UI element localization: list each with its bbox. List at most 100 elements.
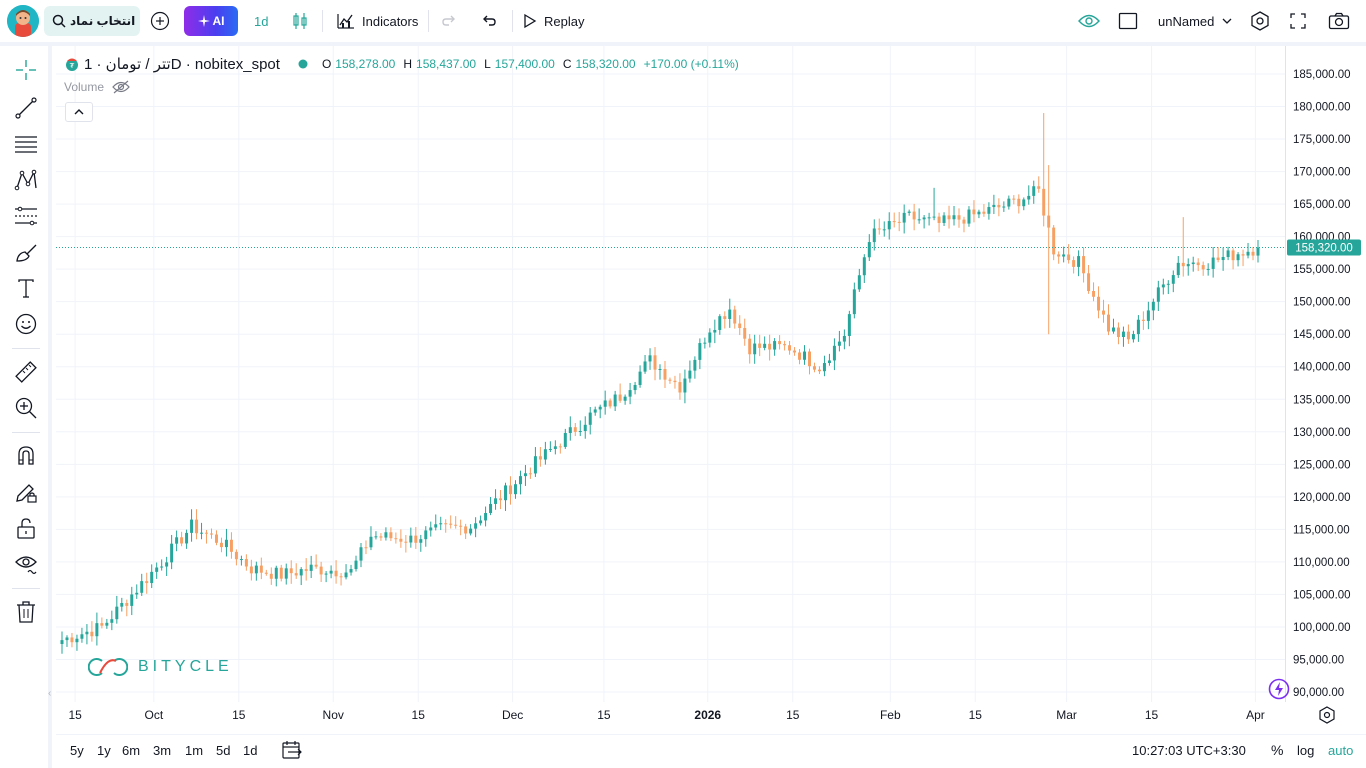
candle-body bbox=[160, 566, 164, 568]
toolbar-divider bbox=[512, 10, 513, 32]
zoom-tool[interactable] bbox=[12, 394, 40, 422]
candle-body bbox=[205, 532, 209, 534]
candle-body bbox=[1191, 262, 1195, 265]
candle-body bbox=[992, 204, 996, 208]
hide-drawings-tool[interactable] bbox=[12, 550, 40, 578]
candle-body bbox=[190, 519, 194, 533]
range-1d[interactable]: 1d bbox=[243, 743, 258, 758]
layout-name-button[interactable]: unNamed bbox=[1158, 6, 1232, 36]
time-axis[interactable]: 15 Oct 15 Nov 15 Dec 15 2026 15 Feb 15 Mar 15 Apr bbox=[56, 702, 1285, 728]
brush-tool[interactable] bbox=[12, 238, 40, 266]
range-1y[interactable]: 1y bbox=[97, 743, 111, 758]
lines-icon bbox=[15, 136, 37, 153]
layout-select-button[interactable] bbox=[1118, 6, 1138, 36]
symbol-title[interactable]: تتر / تومان · 1D · nobitex_spot bbox=[84, 56, 280, 73]
candle-body bbox=[409, 535, 413, 543]
symbol-search-button[interactable]: انتخاب نماد bbox=[44, 6, 140, 36]
settings-button[interactable] bbox=[1250, 6, 1270, 36]
pattern-tool[interactable] bbox=[12, 166, 40, 194]
price-chart[interactable] bbox=[56, 46, 1285, 702]
fibonacci-tool[interactable] bbox=[12, 202, 40, 230]
ai-button[interactable]: AI bbox=[184, 6, 238, 36]
candle-body bbox=[369, 536, 373, 548]
symbol-button-label: انتخاب نماد bbox=[70, 14, 136, 28]
candle-body bbox=[259, 565, 263, 573]
chart-type-button[interactable] bbox=[290, 6, 310, 36]
compare-symbol-button[interactable] bbox=[150, 6, 170, 36]
range-6m[interactable]: 6m bbox=[122, 743, 141, 758]
candle-body bbox=[987, 207, 991, 214]
remove-drawings-tool[interactable] bbox=[12, 598, 40, 626]
candle-body bbox=[673, 380, 677, 383]
zoom-in-icon bbox=[15, 397, 37, 419]
range-3m[interactable]: 3m bbox=[153, 743, 172, 758]
candle-body bbox=[454, 524, 458, 526]
candle-body bbox=[922, 217, 926, 220]
candle-body bbox=[827, 360, 831, 364]
replay-button[interactable]: Replay bbox=[522, 6, 584, 36]
candle-body bbox=[977, 211, 981, 215]
quick-action-button[interactable] bbox=[1268, 678, 1290, 700]
candle-body bbox=[942, 215, 946, 223]
range-5y[interactable]: 5y bbox=[70, 743, 84, 758]
screenshot-button[interactable] bbox=[1328, 6, 1350, 36]
price-axis[interactable]: 185,000.00 180,000.00 175,000.00 170,000.00… bbox=[1285, 46, 1366, 702]
crosshair-icon bbox=[16, 60, 36, 80]
candle-body bbox=[1181, 262, 1185, 267]
candle-body bbox=[284, 568, 288, 579]
text-tool[interactable] bbox=[12, 274, 40, 302]
candle-body bbox=[897, 221, 901, 223]
candle-body bbox=[354, 560, 358, 570]
log-scale-toggle[interactable]: log bbox=[1297, 743, 1315, 758]
candle-body bbox=[907, 211, 911, 213]
time-tick-label: Nov bbox=[323, 708, 344, 722]
indicators-button[interactable]: Indicators bbox=[336, 6, 418, 36]
volume-indicator-row[interactable]: Volume bbox=[64, 80, 130, 94]
candle-body bbox=[578, 431, 582, 433]
indicators-label: Indicators bbox=[362, 13, 419, 29]
candle-body bbox=[1012, 198, 1016, 200]
range-5d[interactable]: 5d bbox=[216, 743, 231, 758]
candle-body bbox=[832, 345, 836, 361]
candle-body bbox=[768, 343, 772, 350]
range-1m[interactable]: 1m bbox=[185, 743, 204, 758]
emoji-tool[interactable] bbox=[12, 310, 40, 338]
undo-button[interactable] bbox=[480, 6, 498, 36]
axis-settings-button[interactable] bbox=[1318, 706, 1336, 724]
horizontal-lines-tool[interactable] bbox=[12, 130, 40, 158]
candle-body bbox=[274, 567, 278, 579]
measure-tool[interactable] bbox=[12, 358, 40, 386]
candle-body bbox=[229, 539, 233, 552]
bottom-toolbar: 5y 1y 6m 3m 1m 5d 1d 10:27:03 UTC+3:30 %… bbox=[56, 734, 1366, 768]
market-status-icon bbox=[298, 59, 308, 69]
candle-body bbox=[1107, 314, 1110, 332]
clock[interactable]: 10:27:03 UTC+3:30 bbox=[1132, 743, 1246, 758]
date-range-icon[interactable] bbox=[281, 740, 303, 760]
redo-button[interactable] bbox=[440, 6, 458, 36]
percent-scale-toggle[interactable]: % bbox=[1271, 742, 1284, 758]
candle-body bbox=[145, 581, 149, 584]
trend-line-tool[interactable] bbox=[12, 94, 40, 122]
candle-body bbox=[638, 371, 642, 385]
collapse-legend-button[interactable] bbox=[65, 102, 93, 122]
lock-drawing-tool[interactable] bbox=[12, 478, 40, 506]
scroll-left-arrow[interactable]: ‹ bbox=[48, 688, 52, 699]
candle-body bbox=[997, 204, 1001, 208]
candle-body bbox=[489, 503, 493, 514]
candle-body bbox=[528, 473, 532, 475]
interval-button[interactable]: 1d bbox=[254, 13, 269, 29]
magnet-icon bbox=[18, 446, 34, 465]
candle-body bbox=[1156, 287, 1160, 302]
candle-body bbox=[603, 400, 607, 407]
fullscreen-button[interactable] bbox=[1290, 6, 1306, 36]
visibility-button[interactable] bbox=[1078, 6, 1100, 36]
price-tick-label: 105,000.00 bbox=[1293, 589, 1351, 601]
avatar[interactable] bbox=[7, 5, 39, 37]
lock-all-tool[interactable] bbox=[12, 514, 40, 542]
eye-hidden-icon[interactable] bbox=[112, 80, 130, 94]
auto-scale-toggle[interactable]: auto bbox=[1328, 743, 1354, 758]
candle-body bbox=[1246, 251, 1250, 256]
crosshair-tool[interactable] bbox=[12, 56, 40, 84]
magnet-tool[interactable] bbox=[12, 442, 40, 470]
candle-body bbox=[962, 219, 966, 224]
